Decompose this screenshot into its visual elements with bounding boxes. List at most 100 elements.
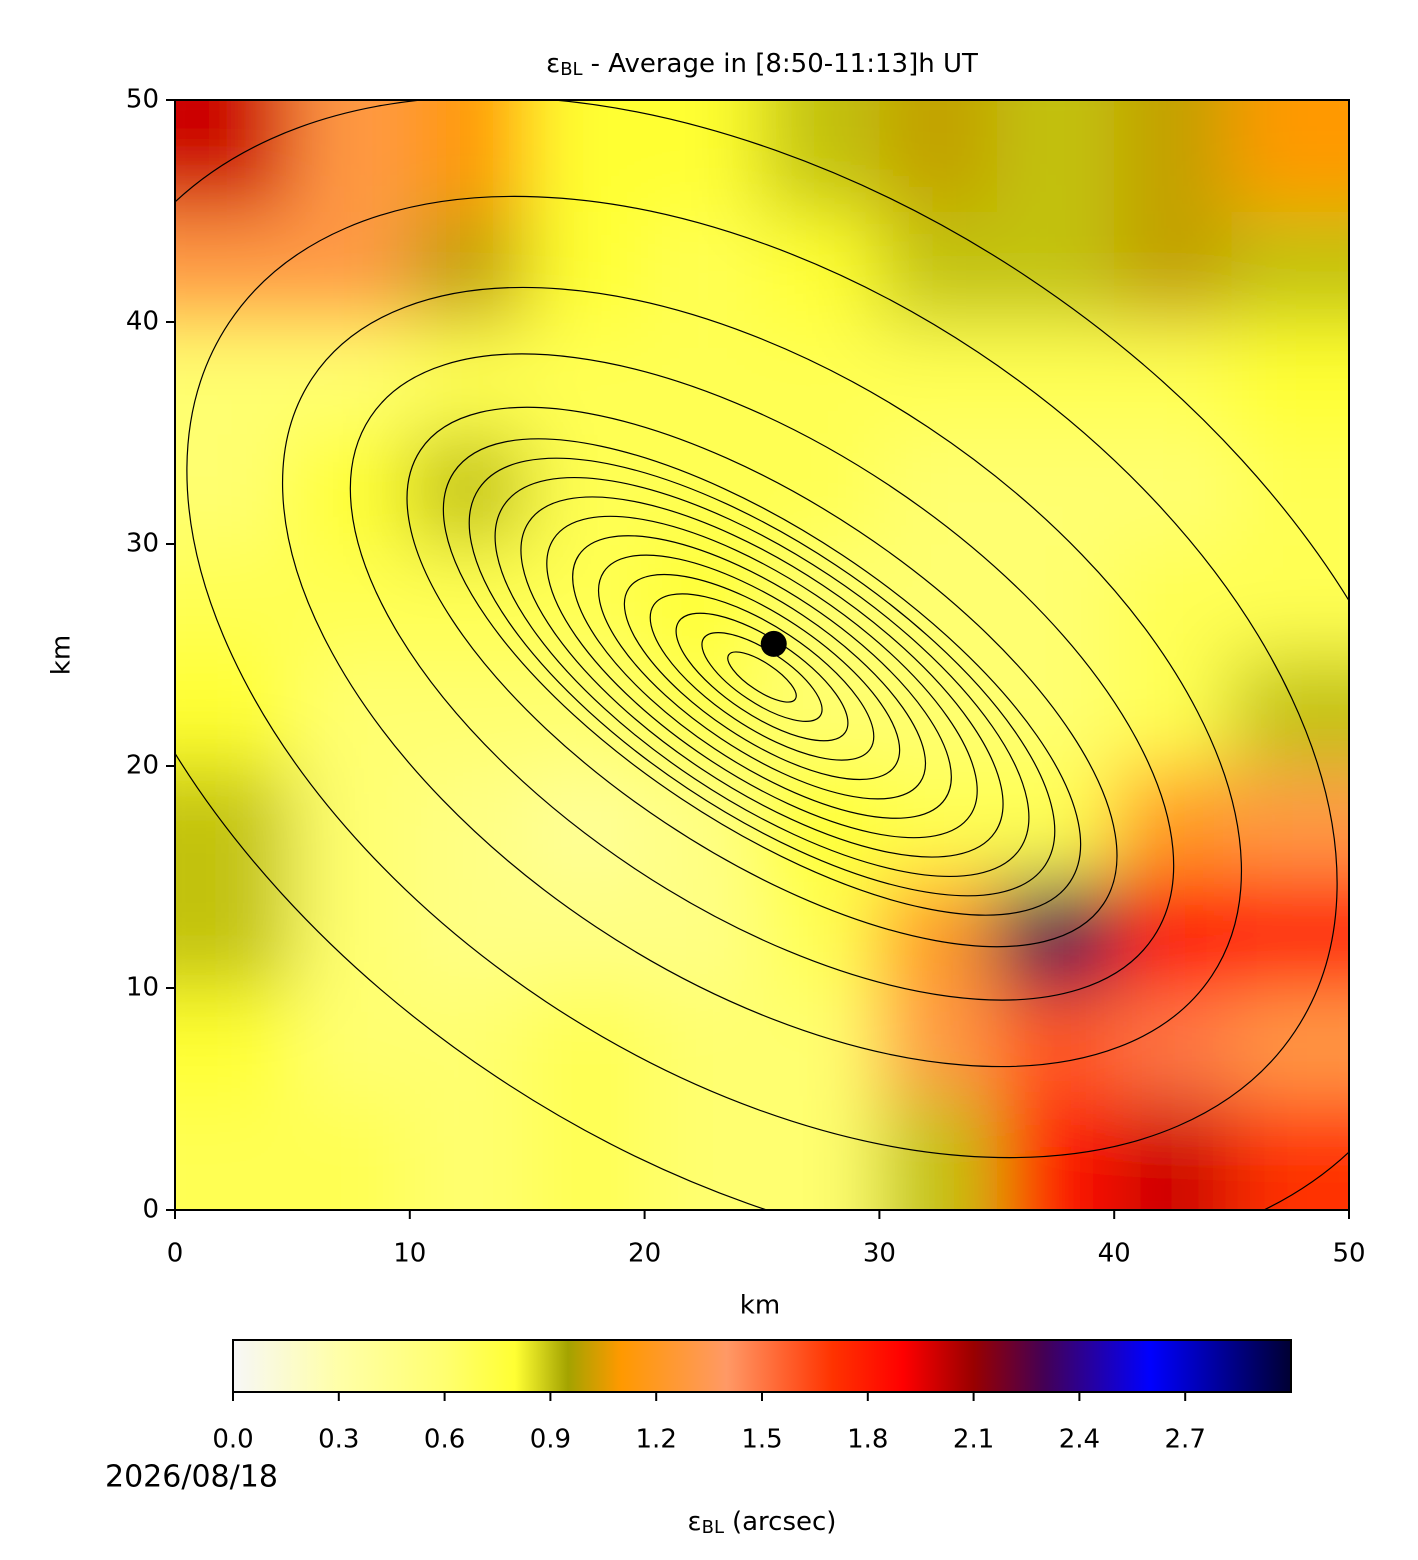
field-cell bbox=[879, 322, 998, 434]
topo-line bbox=[349, 353, 1175, 1001]
y-tick-label: 10 bbox=[126, 973, 159, 1003]
colorbar-label: εBL (arcsec) bbox=[688, 1507, 837, 1539]
field-cell bbox=[762, 433, 881, 545]
field-cell bbox=[644, 433, 763, 545]
colorbar-label-symbol: ε bbox=[688, 1507, 702, 1537]
field-cell bbox=[1114, 655, 1233, 767]
field-cell bbox=[762, 877, 881, 989]
field-cell bbox=[879, 766, 998, 878]
field-cell bbox=[996, 544, 1116, 656]
field-cell bbox=[409, 322, 529, 434]
field-cell bbox=[1114, 100, 1233, 212]
topo-line bbox=[186, 195, 1338, 1159]
field-cell bbox=[1114, 1099, 1233, 1210]
field-cell bbox=[879, 433, 998, 545]
field-cell bbox=[175, 1099, 294, 1210]
field-cell bbox=[1114, 877, 1233, 989]
field-cell bbox=[644, 211, 763, 323]
field-cell bbox=[292, 100, 411, 212]
field bbox=[175, 100, 1349, 1210]
field-cell bbox=[527, 988, 646, 1100]
title-text: - Average in [8:50-11:13]h UT bbox=[591, 49, 978, 79]
colorbar-tick-label: 2.4 bbox=[1059, 1425, 1100, 1455]
colorbar-tick-label: 1.2 bbox=[636, 1425, 677, 1455]
date-label: 2026/08/18 bbox=[105, 1460, 278, 1495]
field-cell bbox=[644, 988, 763, 1100]
field-cell bbox=[1231, 877, 1349, 989]
field-cell bbox=[1114, 544, 1233, 656]
field-cell bbox=[409, 877, 529, 989]
field-cell bbox=[1231, 433, 1349, 545]
field-cell bbox=[409, 655, 529, 767]
field-cell bbox=[996, 988, 1116, 1100]
topo-line bbox=[597, 554, 927, 800]
field-cell bbox=[527, 1099, 646, 1210]
field-cell bbox=[996, 1099, 1116, 1210]
topo-line bbox=[546, 515, 978, 839]
field-cell bbox=[175, 988, 294, 1100]
field-cell bbox=[644, 1099, 763, 1210]
y-tick-label: 20 bbox=[126, 751, 159, 781]
colorbar-tick-label: 0.6 bbox=[424, 1425, 465, 1455]
field-cell bbox=[996, 211, 1116, 323]
field-cell bbox=[409, 211, 529, 323]
field-cell bbox=[175, 211, 294, 323]
field-cell bbox=[1114, 211, 1233, 323]
field-cell bbox=[292, 766, 411, 878]
field-cell bbox=[996, 877, 1116, 989]
field-cell bbox=[1114, 988, 1233, 1100]
field-cell bbox=[996, 433, 1116, 545]
field-cell bbox=[762, 988, 881, 1100]
topography-contours bbox=[175, 100, 1349, 1210]
field-cell bbox=[292, 433, 411, 545]
topo-line bbox=[572, 535, 952, 819]
y-tick-label: 50 bbox=[126, 85, 159, 115]
field-cell bbox=[175, 877, 294, 989]
field-cell bbox=[1114, 322, 1233, 434]
title-subscript: BL bbox=[560, 59, 582, 80]
field-cell bbox=[879, 1099, 998, 1210]
field-cell bbox=[996, 100, 1116, 212]
field-cell bbox=[175, 322, 294, 434]
field-cell bbox=[644, 877, 763, 989]
colorbar-tick-label: 1.8 bbox=[847, 1425, 888, 1455]
field-cell bbox=[527, 544, 646, 656]
field-cell bbox=[409, 100, 529, 212]
field-cell bbox=[527, 433, 646, 545]
field-cell bbox=[409, 988, 529, 1100]
field-cell bbox=[1231, 322, 1349, 434]
field-cell bbox=[879, 211, 998, 323]
x-tick-label: 40 bbox=[1098, 1239, 1131, 1269]
field-cell bbox=[527, 322, 646, 434]
x-tick-label: 10 bbox=[393, 1239, 426, 1269]
colorbar-label-subscript: BL bbox=[702, 1517, 724, 1538]
field-cell bbox=[292, 1099, 411, 1210]
field-cell bbox=[175, 100, 294, 212]
field-cell bbox=[879, 544, 998, 656]
field-cell bbox=[527, 766, 646, 878]
colorbar-tick-label: 0.9 bbox=[530, 1425, 571, 1455]
topo-line bbox=[468, 457, 1056, 897]
topo-line bbox=[623, 573, 901, 781]
x-tick-label: 50 bbox=[1332, 1239, 1365, 1269]
field-cell bbox=[1231, 766, 1349, 878]
topo-line bbox=[442, 438, 1082, 916]
field-cell bbox=[762, 100, 881, 212]
colorbar-tick-label: 0.0 bbox=[212, 1425, 253, 1455]
topo-line bbox=[494, 477, 1030, 877]
field-cell bbox=[292, 322, 411, 434]
plot-frame bbox=[174, 99, 1350, 1211]
field-cell bbox=[996, 766, 1116, 878]
field-cell bbox=[879, 100, 998, 212]
x-tick-label: 30 bbox=[863, 1239, 896, 1269]
field-cell bbox=[175, 655, 294, 767]
topo-line bbox=[281, 286, 1243, 1068]
field-cell bbox=[527, 877, 646, 989]
field-cell bbox=[644, 322, 763, 434]
topo-line bbox=[520, 496, 1004, 858]
topo-line bbox=[649, 593, 875, 761]
field-cell bbox=[175, 544, 294, 656]
field-cell bbox=[1114, 433, 1233, 545]
field-cell bbox=[1231, 655, 1349, 767]
field-cell bbox=[879, 655, 998, 767]
